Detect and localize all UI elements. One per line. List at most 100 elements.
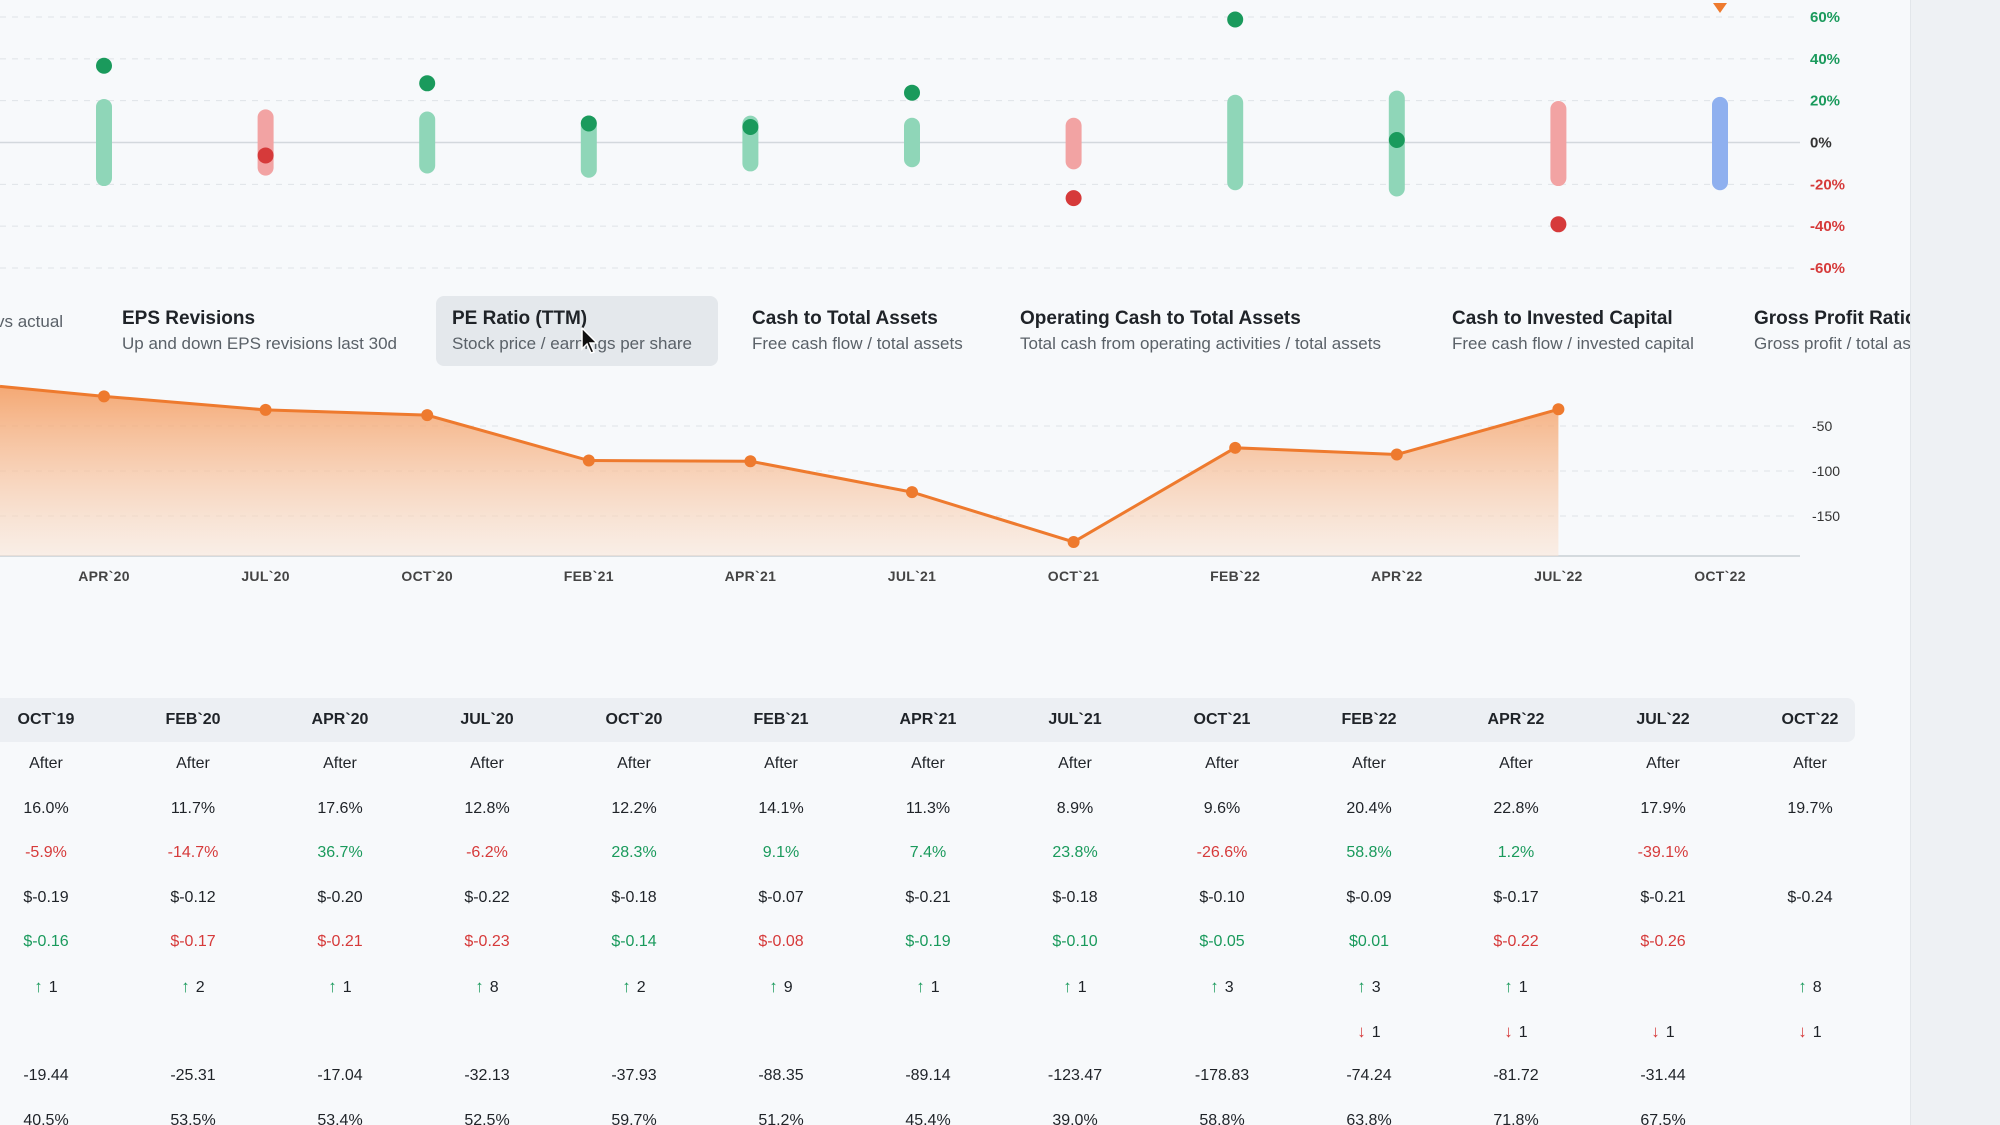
arrow-down-icon: ↓	[1504, 1021, 1513, 1041]
table-cell: 12.2%	[611, 799, 657, 817]
table-row: After After After After After After After After…	[0, 754, 1855, 778]
revision-count: 8	[489, 979, 499, 996]
table-cell: After	[29, 755, 63, 772]
table-row: $-0.16 $-0.17 $-0.21 $-0.23 $-0.14 $-0.08 $-0.…	[0, 932, 1855, 956]
revision-count: 1	[342, 979, 352, 996]
data-point	[904, 84, 920, 101]
table-cell: 14.1%	[758, 799, 804, 817]
y-tick-label: 0%	[1810, 135, 1832, 152]
column-header: JUL`22	[1636, 711, 1690, 728]
tab-cash-to-total-assets[interactable]: Cash to Total Assets Free cash flow / to…	[736, 296, 986, 366]
table-cell: 12.8%	[464, 799, 510, 817]
data-point	[582, 454, 595, 467]
table-cell: After	[911, 755, 945, 772]
table-cell: -31.44	[1640, 1067, 1686, 1085]
data-point	[421, 409, 434, 422]
data-point	[742, 119, 759, 136]
tab-title: Operating Cash to Total Assets	[1020, 308, 1301, 329]
table-cell: ↑ 2	[138, 977, 248, 998]
tab-subtitle: Gross profit / total assets	[1754, 334, 1910, 353]
data-point	[906, 486, 918, 499]
revision-count: 9	[783, 979, 793, 996]
revision-count: 2	[195, 979, 205, 996]
metric-tabs: vs actual EPS Revisions Up and down EPS …	[0, 296, 1910, 366]
revision-count: 1	[1518, 979, 1528, 996]
arrow-down-icon: ↓	[1651, 1021, 1660, 1041]
table-cell: -74.24	[1346, 1067, 1392, 1085]
table-cell: $-0.21	[1640, 888, 1686, 906]
tab-operating-cash-to-total-assets[interactable]: Operating Cash to Total Assets Total cas…	[1004, 296, 1424, 366]
table-cell: 53.5%	[170, 1111, 216, 1125]
arrow-up-icon: ↑	[1798, 977, 1807, 996]
x-tick-label: APR`21	[725, 568, 777, 584]
arrow-up-icon: ↑	[1210, 977, 1219, 996]
tab-subtitle: Stock price / earnings per share	[452, 334, 693, 353]
tab-pe-ratio[interactable]: PE Ratio (TTM) Stock price / earnings pe…	[436, 296, 718, 366]
arrow-up-icon: ↑	[916, 977, 925, 996]
table-cell: After	[323, 755, 357, 772]
column-header: JUL`20	[460, 711, 514, 728]
column-header: APR`21	[899, 711, 957, 728]
table-cell: $-0.08	[758, 933, 804, 951]
x-tick-label: JUL`22	[1534, 568, 1582, 584]
table-row: 40.5% 53.5% 53.4% 52.5% 59.7% 51.2% 45.4% 39.0%…	[0, 1111, 1855, 1125]
data-point	[1227, 11, 1244, 28]
y-tick-label: 60%	[1810, 9, 1840, 26]
table-cell: 51.2%	[758, 1111, 804, 1125]
table-cell: ↑ 3	[1167, 977, 1277, 998]
x-tick-label: FEB`22	[1210, 568, 1260, 584]
table-cell: 16.0%	[23, 799, 69, 817]
table-cell: -26.6%	[1196, 844, 1248, 862]
y-tick-label: 20%	[1810, 93, 1840, 110]
revision-count: 1	[1812, 1023, 1822, 1041]
table-row: -5.9% -14.7% 36.7% -6.2% 28.3% 9.1% 7.4% 23.8% -…	[0, 843, 1855, 867]
table-cell: $-0.05	[1199, 933, 1245, 951]
revision-count: 1	[930, 979, 940, 996]
table-cell: -17.04	[317, 1067, 363, 1085]
x-tick-label: OCT`20	[401, 568, 453, 584]
column-header: FEB`21	[753, 711, 809, 728]
table-cell: $-0.21	[317, 933, 363, 951]
tab-subtitle: vs actual	[0, 312, 64, 331]
table-cell: ↑ 2	[579, 977, 689, 998]
tab-eps-surprise[interactable]: vs actual	[0, 296, 90, 366]
tab-cash-to-invested-capital[interactable]: Cash to Invested Capital Free cash flow …	[1436, 296, 1726, 366]
x-tick-label: OCT`22	[1694, 568, 1746, 584]
table-cell: 58.8%	[1199, 1111, 1245, 1125]
table-cell: After	[1352, 755, 1386, 772]
table-cell: 11.3%	[905, 799, 951, 817]
table-cell: $-0.26	[1640, 933, 1686, 951]
x-tick-label: APR`22	[1371, 568, 1423, 584]
tab-title: Cash to Invested Capital	[1452, 308, 1673, 329]
arrow-up-icon: ↑	[1504, 977, 1513, 996]
tab-title: Gross Profit Ratio	[1754, 308, 1910, 329]
arrow-down-icon: ↓	[1798, 1021, 1807, 1041]
table-header: OCT`19 FEB`20 APR`20 JUL`20 OCT`20 FEB`21 APR`…	[0, 698, 1855, 742]
table-cell: $-0.23	[464, 933, 510, 951]
table-cell: 71.8%	[1493, 1111, 1539, 1125]
tab-gross-profit-ratio[interactable]: Gross Profit Ratio Gross profit / total …	[1738, 296, 1910, 366]
table-cell: -81.72	[1493, 1067, 1539, 1085]
table-cell: $-0.18	[611, 888, 657, 906]
table-cell: After	[1793, 755, 1827, 772]
table-row: -19.44 -25.31 -17.04 -32.13 -37.93 -88.35 -89.…	[0, 1066, 1855, 1090]
arrow-up-icon: ↑	[475, 977, 484, 996]
table-cell: $0.01	[1348, 933, 1390, 951]
table-cell: $-0.14	[611, 933, 657, 951]
x-tick-label: JUL`21	[888, 568, 936, 584]
table-cell: -88.35	[758, 1067, 804, 1085]
revision-count: 1	[1077, 979, 1087, 996]
table-cell: 36.7%	[317, 844, 363, 862]
arrow-down-icon: ↓	[1357, 1021, 1366, 1041]
table-cell: After	[617, 755, 651, 772]
table-cell: -123.47	[1047, 1067, 1103, 1085]
table-row: ↑ 1 ↑ 2 ↑ 1 ↑ 8 ↑ 2 ↑ 9 ↑ 1 ↑ 1 ↑ 3 ↑ 3 ↑ 1 ↑ 8	[0, 977, 1855, 1001]
table-cell: 67.5%	[1640, 1111, 1686, 1125]
table-cell: 52.5%	[464, 1111, 510, 1125]
revision-count: 1	[1371, 1023, 1381, 1041]
tab-eps-revisions[interactable]: EPS Revisions Up and down EPS revisions …	[106, 296, 426, 366]
table-cell: ↑ 3	[1314, 977, 1424, 998]
table-cell: 22.8%	[1493, 799, 1539, 817]
table-cell: 1.2%	[1497, 844, 1535, 862]
data-point	[580, 115, 597, 132]
